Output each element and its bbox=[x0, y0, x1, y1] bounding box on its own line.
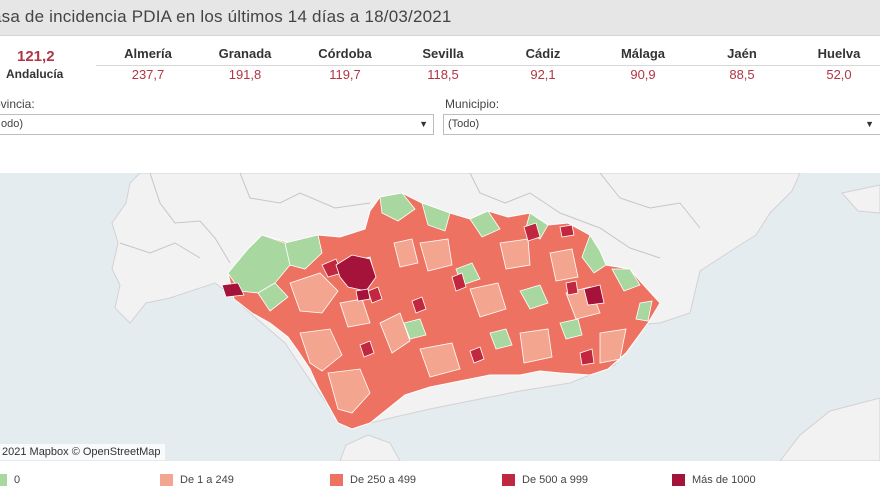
map-canvas[interactable] bbox=[0, 173, 880, 461]
dashboard-title: asa de incidencia PDIA en los últimos 14… bbox=[0, 7, 452, 26]
andalucia-total-label: Andalucía bbox=[6, 67, 64, 81]
legend-swatch bbox=[672, 474, 685, 486]
provincia-dropdown[interactable]: odo) ▼ bbox=[0, 114, 434, 135]
province-name: Jaén bbox=[727, 46, 757, 61]
province-cordoba: Córdoba 119,7 bbox=[305, 45, 385, 84]
legend-swatch bbox=[160, 474, 173, 486]
legend-swatch bbox=[0, 474, 7, 486]
province-almeria: Almería 237,7 bbox=[108, 45, 188, 84]
region-borders bbox=[119, 173, 701, 264]
municipio-dropdown-value: (Todo) bbox=[448, 118, 480, 130]
legend-label: De 500 a 999 bbox=[522, 474, 589, 486]
province-divider bbox=[96, 65, 880, 66]
province-malaga: Málaga 90,9 bbox=[603, 45, 683, 84]
legend-swatch bbox=[330, 474, 343, 486]
legend-label: Más de 1000 bbox=[692, 474, 756, 486]
province-value: 52,0 bbox=[826, 67, 852, 82]
provincia-filter-label: ovincia: bbox=[0, 97, 35, 111]
province-cadiz: Cádiz 92,1 bbox=[503, 45, 583, 84]
north-africa-east-land bbox=[779, 397, 880, 461]
title-bar: asa de incidencia PDIA en los últimos 14… bbox=[0, 0, 880, 36]
province-value: 88,5 bbox=[729, 67, 755, 82]
map-attribution[interactable]: 2021 Mapbox © OpenStreetMap bbox=[0, 444, 165, 460]
dropdown-arrow-icon: ▼ bbox=[865, 119, 874, 129]
municipio-dropdown[interactable]: (Todo) ▼ bbox=[443, 114, 880, 135]
province-name: Granada bbox=[218, 46, 272, 61]
province-value: 119,7 bbox=[329, 67, 361, 82]
legend-label: De 1 a 249 bbox=[180, 474, 234, 486]
municipio-filter-label: Municipio: bbox=[445, 97, 500, 111]
africa-land bbox=[339, 434, 401, 461]
balearic-land bbox=[841, 184, 880, 214]
legend-label: De 250 a 499 bbox=[350, 474, 417, 486]
incidence-map[interactable]: 2021 Mapbox © OpenStreetMap bbox=[0, 173, 880, 461]
province-name: Sevilla bbox=[422, 46, 464, 61]
province-value: 118,5 bbox=[427, 67, 459, 82]
province-jaen: Jaén 88,5 bbox=[702, 45, 782, 84]
province-name: Córdoba bbox=[318, 46, 372, 61]
province-name: Huelva bbox=[817, 46, 861, 61]
province-value: 191,8 bbox=[228, 67, 262, 82]
municipality-patches[interactable] bbox=[221, 192, 653, 414]
province-huelva: Huelva 52,0 bbox=[799, 45, 879, 84]
province-value: 90,9 bbox=[630, 67, 656, 82]
province-name: Almería bbox=[124, 46, 172, 61]
province-name: Málaga bbox=[620, 46, 666, 61]
province-value: 237,7 bbox=[131, 67, 165, 82]
province-sevilla: Sevilla 118,5 bbox=[403, 45, 483, 84]
legend-label: 0 bbox=[14, 474, 21, 486]
andalucia-region[interactable] bbox=[227, 192, 661, 430]
andalucia-total-value: 121,2 bbox=[17, 48, 55, 65]
province-granada: Granada 191,8 bbox=[205, 45, 285, 84]
legend-swatch bbox=[502, 474, 515, 486]
provincia-dropdown-value: odo) bbox=[1, 118, 24, 130]
dropdown-arrow-icon: ▼ bbox=[419, 119, 428, 129]
province-name: Cádiz bbox=[525, 46, 561, 61]
province-value: 92,1 bbox=[530, 67, 556, 82]
